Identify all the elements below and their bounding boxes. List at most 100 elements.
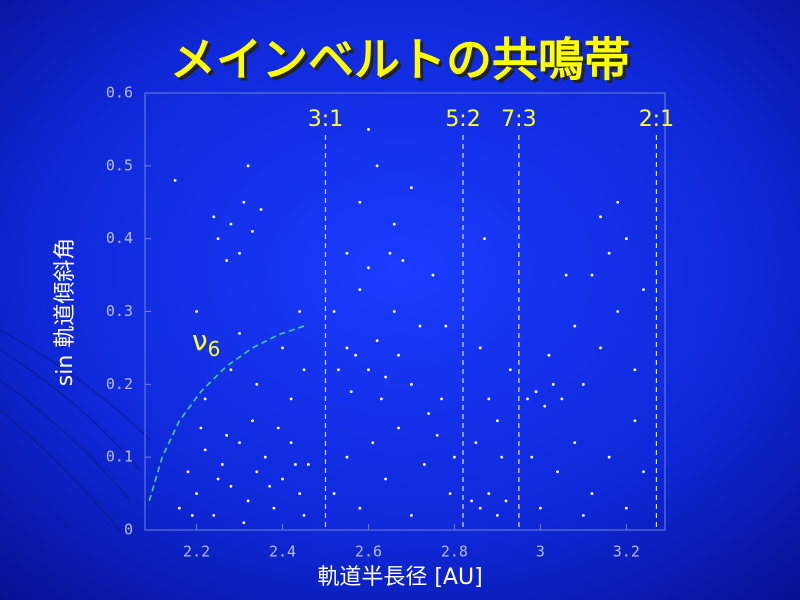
point bbox=[276, 426, 280, 430]
point bbox=[401, 259, 405, 262]
point bbox=[599, 215, 602, 219]
resonance-label: 3:1 bbox=[308, 107, 343, 132]
point bbox=[448, 492, 452, 495]
point bbox=[358, 200, 362, 204]
point bbox=[255, 382, 259, 386]
point bbox=[251, 229, 254, 233]
point bbox=[238, 331, 241, 335]
point bbox=[495, 419, 499, 423]
point bbox=[410, 382, 413, 386]
point bbox=[599, 346, 602, 350]
point bbox=[487, 492, 491, 495]
point bbox=[173, 179, 177, 182]
x-tick-label: 2.4 bbox=[269, 543, 296, 561]
point bbox=[190, 514, 194, 517]
point bbox=[255, 470, 259, 474]
point bbox=[581, 514, 585, 517]
chart-title-shadow: メインベルトの共鳴帯 bbox=[173, 36, 633, 90]
point bbox=[229, 368, 233, 372]
point bbox=[397, 353, 400, 357]
y-tick-label: 0.4 bbox=[106, 229, 133, 247]
point bbox=[435, 433, 439, 437]
point bbox=[530, 455, 534, 459]
point bbox=[422, 463, 426, 466]
point bbox=[453, 455, 456, 459]
point bbox=[268, 484, 272, 488]
point bbox=[564, 273, 568, 277]
resonance-label: 5:2 bbox=[445, 107, 480, 132]
point bbox=[483, 237, 486, 241]
point bbox=[345, 455, 349, 459]
point bbox=[294, 463, 297, 466]
point bbox=[410, 186, 413, 190]
point bbox=[306, 463, 310, 466]
point bbox=[379, 397, 383, 401]
point bbox=[263, 455, 267, 459]
point bbox=[354, 353, 357, 357]
point bbox=[225, 433, 229, 437]
point bbox=[229, 484, 233, 488]
point bbox=[560, 397, 564, 401]
x-tick-label: 2.2 bbox=[183, 543, 210, 561]
point bbox=[534, 390, 538, 394]
point bbox=[500, 455, 504, 459]
point bbox=[538, 506, 542, 510]
resonance-label: 7:3 bbox=[501, 107, 536, 132]
point bbox=[427, 412, 431, 415]
point bbox=[259, 208, 263, 211]
point bbox=[581, 382, 585, 386]
point bbox=[289, 397, 293, 401]
point bbox=[642, 288, 645, 292]
point bbox=[195, 492, 198, 495]
point bbox=[607, 251, 611, 255]
y-tick-label: 0.3 bbox=[106, 302, 133, 320]
point bbox=[216, 477, 220, 481]
point bbox=[431, 273, 435, 277]
point bbox=[607, 455, 611, 459]
point bbox=[216, 237, 220, 241]
point bbox=[633, 419, 637, 423]
plot: 0 0.1 0.2 0.3 0.4 0.5 0.6 2.2 2.4 2.6 2.8 3 3.2 3:1 5:… bbox=[106, 84, 674, 561]
point bbox=[358, 288, 362, 292]
x-tick-label: 3.2 bbox=[613, 543, 640, 561]
point bbox=[633, 368, 637, 372]
point bbox=[199, 426, 203, 430]
y-tick-label: 0.1 bbox=[106, 448, 133, 466]
point bbox=[573, 441, 577, 444]
point bbox=[242, 200, 246, 204]
point bbox=[203, 448, 207, 452]
point bbox=[332, 492, 336, 495]
point bbox=[246, 164, 250, 168]
y-tick-label: 0.6 bbox=[106, 84, 133, 102]
point bbox=[556, 470, 559, 474]
y-tick-label: 0.5 bbox=[106, 156, 133, 174]
point bbox=[345, 346, 349, 350]
point bbox=[487, 397, 491, 401]
point bbox=[410, 514, 413, 517]
point bbox=[367, 128, 370, 131]
point bbox=[358, 506, 362, 510]
point bbox=[375, 339, 379, 343]
point bbox=[246, 499, 250, 503]
point bbox=[186, 470, 190, 474]
point bbox=[371, 441, 375, 444]
point bbox=[302, 514, 306, 517]
point bbox=[616, 310, 620, 313]
point bbox=[384, 375, 388, 379]
point bbox=[281, 477, 284, 481]
point bbox=[526, 397, 529, 401]
x-tick-label: 2.8 bbox=[441, 543, 468, 561]
decoration bbox=[0, 329, 151, 531]
point bbox=[418, 324, 422, 328]
x-tick-label: 3 bbox=[536, 543, 545, 561]
point bbox=[238, 251, 241, 255]
point bbox=[504, 499, 508, 503]
point bbox=[384, 477, 388, 481]
point bbox=[367, 266, 370, 270]
point bbox=[298, 492, 302, 495]
point bbox=[220, 463, 224, 466]
nu6-curve bbox=[148, 325, 305, 502]
point bbox=[547, 353, 551, 357]
